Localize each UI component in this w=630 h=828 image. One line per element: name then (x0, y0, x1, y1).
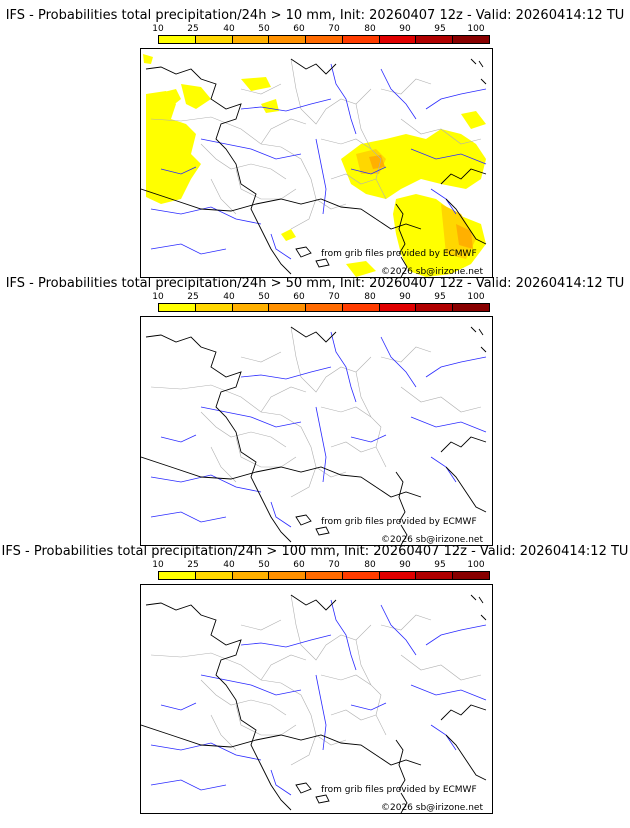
scale-label: 50 (258, 292, 270, 302)
scale-segment (159, 572, 196, 579)
precip-area-low (346, 261, 376, 277)
scale-label: 25 (187, 292, 199, 302)
rivers (150, 331, 487, 528)
scale-label: 90 (399, 560, 411, 570)
coastline (141, 58, 487, 277)
scale-segment (195, 304, 233, 311)
copyright-credit: ©2026 sb@irizone.net (381, 267, 483, 277)
precip-area-low (181, 84, 211, 109)
map-frame: from grib files provided by ECMWF ©2026 … (140, 584, 493, 814)
scale-segment (379, 304, 417, 311)
scale-label: 10 (152, 560, 164, 570)
scale-label: 50 (258, 24, 270, 34)
scale-segment (453, 572, 490, 579)
scale-segment (306, 304, 343, 311)
scale-segment (195, 572, 233, 579)
scale-segment (453, 36, 490, 43)
scale-segment (232, 304, 270, 311)
scale-segment (416, 36, 454, 43)
map-panel-3: IFS - Probabilities total precipitation/… (0, 544, 630, 814)
rivers (150, 63, 487, 260)
precip-area-high (456, 224, 473, 249)
color-scale-bar (158, 303, 490, 312)
scale-segment (232, 572, 270, 579)
scale-label: 80 (364, 24, 376, 34)
map-panel-1: IFS - Probabilities total precipitation/… (0, 8, 630, 278)
map-frame: from grib files provided by ECMWF ©2026 … (140, 48, 493, 278)
map-frame: from grib files provided by ECMWF ©2026 … (140, 316, 493, 546)
scale-segment (159, 304, 196, 311)
scale-label: 100 (467, 24, 485, 34)
precip-area-low (146, 91, 201, 204)
country-borders (150, 326, 482, 498)
scale-label: 90 (399, 24, 411, 34)
precip-area-low (143, 54, 153, 64)
scale-segment (159, 36, 196, 43)
scale-segment (306, 36, 343, 43)
scale-label: 70 (328, 560, 340, 570)
scale-label: 95 (434, 560, 446, 570)
scale-segment (416, 304, 454, 311)
source-credit: from grib files provided by ECMWF (321, 517, 477, 527)
panel-title: IFS - Probabilities total precipitation/… (5, 276, 625, 291)
scale-label: 80 (364, 560, 376, 570)
scale-segment (269, 304, 307, 311)
copyright-credit: ©2026 sb@irizone.net (381, 803, 483, 813)
scale-segment (342, 304, 380, 311)
copyright-credit: ©2026 sb@irizone.net (381, 535, 483, 545)
scale-label: 70 (328, 24, 340, 34)
source-credit: from grib files provided by ECMWF (321, 785, 477, 795)
map-canvas (141, 54, 487, 277)
precip-area-low (261, 99, 279, 113)
scale-label: 95 (434, 24, 446, 34)
panel-title: IFS - Probabilities total precipitation/… (5, 8, 625, 23)
coastline (141, 326, 487, 545)
precip-area-low (156, 89, 181, 107)
scale-label: 100 (467, 560, 485, 570)
scale-segment (379, 572, 417, 579)
map-canvas (141, 326, 487, 545)
scale-segment (195, 36, 233, 43)
scale-label: 40 (223, 560, 235, 570)
scale-label: 10 (152, 292, 164, 302)
scale-label: 95 (434, 292, 446, 302)
color-scale-bar (158, 571, 490, 580)
scale-segment (306, 572, 343, 579)
scale-label: 10 (152, 24, 164, 34)
scale-label: 60 (293, 560, 305, 570)
precip-area-low (461, 111, 486, 129)
scale-label: 70 (328, 292, 340, 302)
scale-segment (342, 36, 380, 43)
rivers (150, 599, 487, 796)
scale-segment (416, 572, 454, 579)
source-credit: from grib files provided by ECMWF (321, 249, 477, 259)
panel-title: IFS - Probabilities total precipitation/… (1, 544, 629, 559)
country-borders (150, 58, 482, 230)
coastline (141, 594, 487, 813)
scale-label: 100 (467, 292, 485, 302)
scale-label: 40 (223, 24, 235, 34)
scale-label: 50 (258, 560, 270, 570)
scale-label: 25 (187, 24, 199, 34)
map-canvas (141, 594, 487, 813)
scale-label: 40 (223, 292, 235, 302)
map-panel-2: IFS - Probabilities total precipitation/… (0, 276, 630, 546)
color-scale-bar (158, 35, 490, 44)
scale-segment (342, 572, 380, 579)
scale-label: 90 (399, 292, 411, 302)
precip-probability-layer (143, 54, 486, 277)
country-borders (150, 594, 482, 766)
scale-label: 60 (293, 24, 305, 34)
precip-area-high (369, 155, 385, 169)
precip-area-low (241, 77, 271, 91)
scale-segment (379, 36, 417, 43)
scale-segment (453, 304, 490, 311)
scale-segment (269, 572, 307, 579)
precip-area-low (281, 229, 296, 241)
scale-label: 25 (187, 560, 199, 570)
scale-segment (232, 36, 270, 43)
scale-segment (269, 36, 307, 43)
scale-label: 80 (364, 292, 376, 302)
scale-label: 60 (293, 292, 305, 302)
